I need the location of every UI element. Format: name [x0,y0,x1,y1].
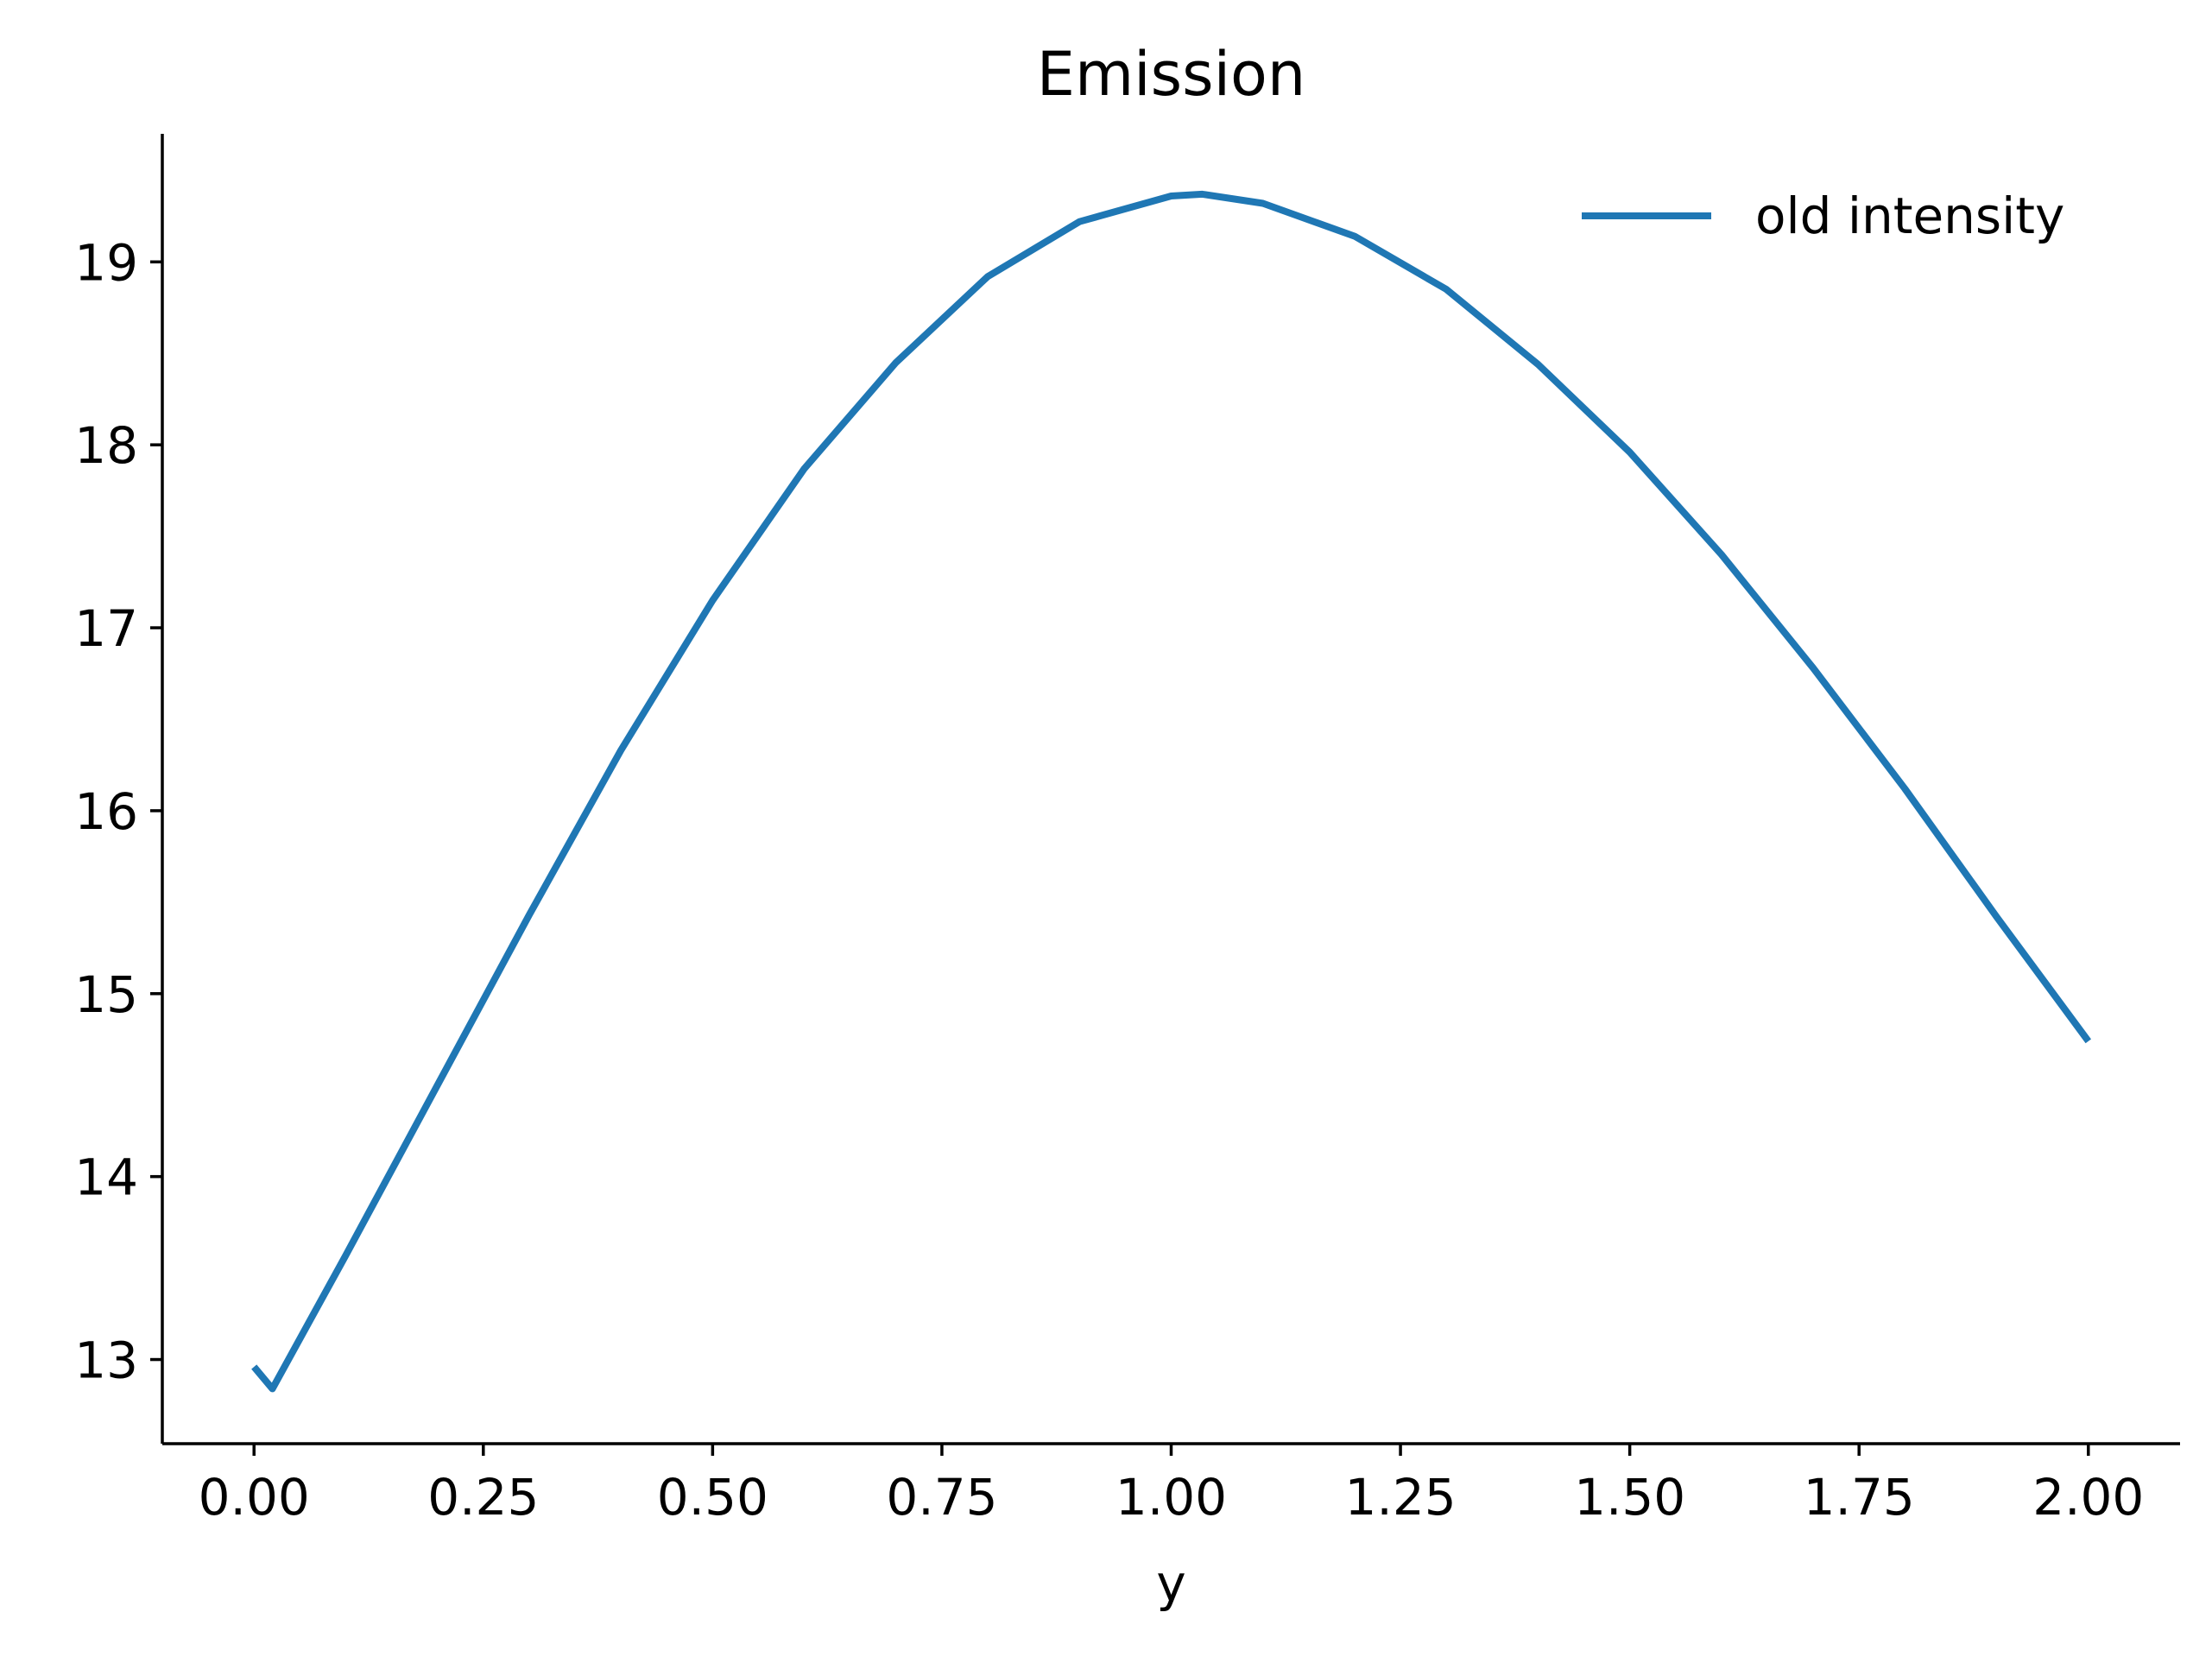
y-tick-label: 13 [74,1331,138,1390]
legend: old intensity [1582,187,2064,245]
x-tick-label: 0.50 [657,1468,768,1527]
y-tick-label: 18 [74,416,138,475]
x-tick-label: 1.50 [1574,1468,1685,1527]
x-tick-label: 2.00 [2032,1468,2144,1527]
x-tick-label: 0.25 [427,1468,539,1527]
x-tick-label: 0.75 [886,1468,997,1527]
x-axis-label: y [1156,1554,1185,1613]
x-tick-label: 1.25 [1344,1468,1456,1527]
y-tick-label: 15 [74,965,138,1024]
legend-label-old-intensity: old intensity [1755,187,2064,245]
y-tick-label: 14 [74,1148,138,1207]
y-tick-label: 17 [74,599,138,658]
series-group [251,190,2092,1393]
y-tick-label: 16 [74,782,138,841]
chart-title: Emission [1037,39,1305,110]
series-line-old-intensity [251,190,2092,1393]
x-tick-label: 0.00 [199,1468,310,1527]
x-tick-label: 1.75 [1804,1468,1915,1527]
y-tick-label: 19 [74,233,138,292]
axes: 0.00 0.25 0.50 0.75 1.00 1.25 1.50 1.75 2.00 13 14… [74,134,2180,1527]
x-tick-label: 1.00 [1115,1468,1227,1527]
